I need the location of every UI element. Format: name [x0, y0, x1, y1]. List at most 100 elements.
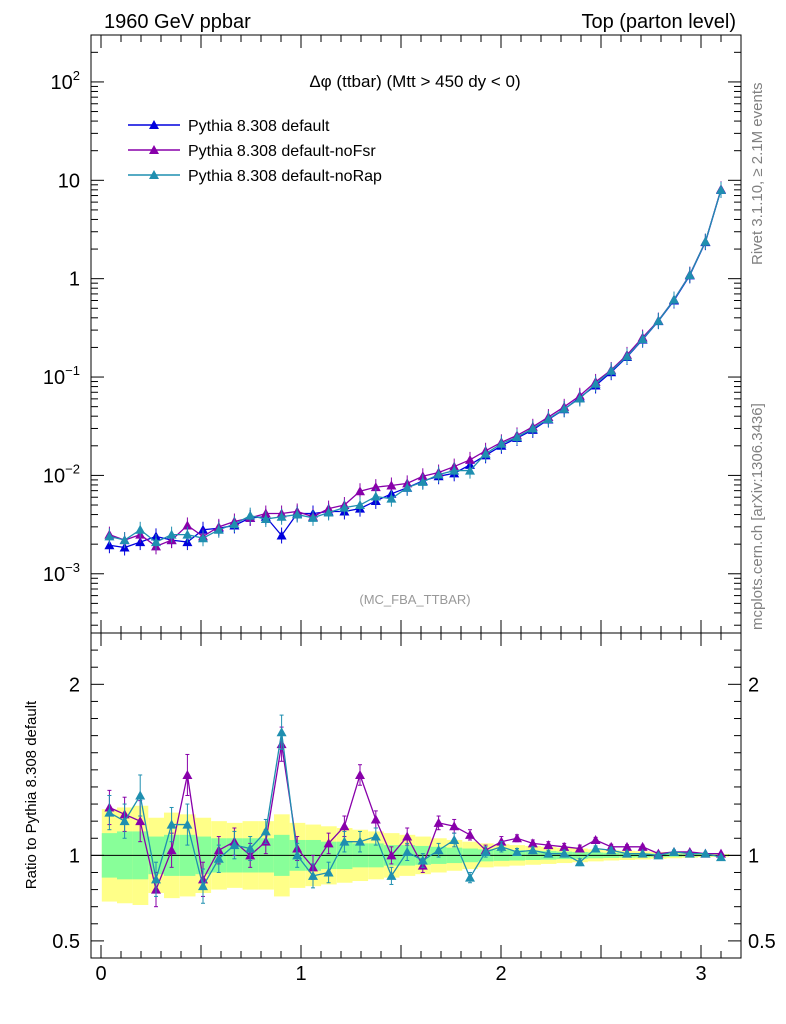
ratio-point	[417, 855, 428, 865]
ratio-point	[166, 819, 177, 829]
data-point	[355, 486, 365, 496]
y-tick-label: 1	[69, 269, 80, 291]
main-plot-title: Δφ (ttbar) (Mtt > 450 dy < 0)	[309, 72, 520, 91]
ratio-point	[323, 838, 334, 848]
y-tick-label: 0.5	[52, 931, 80, 953]
ratio-point	[339, 836, 350, 846]
ratio-point	[308, 870, 318, 880]
mcplots-label: mcplots.cern.ch [arXiv:1306.3436]	[749, 403, 766, 630]
ratio-point	[574, 843, 585, 853]
ratio-point	[355, 769, 365, 779]
ratio-point	[574, 857, 585, 867]
rivet-label: Rivet 3.1.10, ≥ 2.1M events	[749, 83, 766, 266]
data-point	[637, 334, 648, 344]
ratio-point	[182, 769, 193, 779]
x-tick-label: 3	[695, 963, 706, 985]
ratio-point	[637, 841, 648, 851]
data-point	[433, 469, 444, 479]
ratio-point	[229, 840, 240, 850]
ratio-point	[402, 846, 413, 856]
y-tick-label: 102	[51, 68, 80, 94]
y-tick-label: 10	[58, 170, 80, 192]
ratio-point	[449, 834, 460, 844]
ratio-point	[590, 843, 601, 853]
data-point	[622, 351, 632, 361]
ratio-point	[684, 848, 695, 858]
data-point	[402, 482, 413, 492]
ratio-point	[622, 841, 632, 851]
data-point	[574, 393, 585, 403]
legend-label: Pythia 8.308 default-noFsr	[188, 143, 376, 160]
data-point	[684, 269, 695, 279]
series-default	[104, 181, 726, 556]
ratio-point	[339, 821, 350, 831]
ratio-point	[480, 846, 491, 856]
data-point	[182, 520, 193, 530]
ratio-point	[323, 867, 334, 877]
ratio-plot-panel: 0.5 0.5 1 1 2 2 0 1 2 3 Ratio to Pythia 8.308 de…	[23, 632, 776, 985]
ratio-point	[606, 845, 617, 855]
ratio-point	[151, 874, 161, 884]
legend: Pythia 8.308 default Pythia 8.308 default…	[128, 118, 382, 185]
ratio-point	[543, 848, 554, 858]
data-point	[370, 491, 381, 501]
legend-label: Pythia 8.308 default	[188, 118, 330, 135]
ratio-y-axis-label: Ratio to Pythia 8.308 default	[23, 700, 40, 889]
data-point	[386, 493, 397, 503]
ratio-series-group	[104, 714, 726, 908]
y-tick-label-right: 2	[748, 674, 759, 696]
ratio-point	[527, 838, 538, 848]
ratio-point	[433, 845, 444, 855]
legend-marker	[149, 145, 159, 154]
ratio-point	[386, 850, 397, 860]
ratio-point	[260, 826, 271, 836]
main-plot-panel: Δφ (ttbar) (Mtt > 450 dy < 0) (MC_FBA_TT…	[43, 34, 742, 634]
x-tick-label: 2	[495, 963, 506, 985]
data-point	[417, 476, 428, 486]
ratio-point	[166, 845, 177, 855]
data-point	[119, 535, 130, 545]
y-tick-label: 10−1	[43, 363, 80, 389]
data-point	[496, 438, 507, 448]
data-point	[465, 465, 475, 475]
ratio-point	[245, 843, 256, 853]
ratio-point	[512, 846, 522, 856]
data-point	[527, 423, 538, 433]
data-point	[276, 530, 287, 540]
ratio-point	[559, 848, 570, 858]
data-point	[166, 529, 177, 539]
series-line	[109, 189, 722, 543]
series-line	[109, 189, 722, 549]
ratio-point	[213, 853, 224, 863]
data-point	[543, 413, 554, 423]
data-point	[465, 454, 475, 464]
data-point	[339, 502, 350, 512]
ratio-point	[465, 872, 475, 882]
ratio-point	[355, 836, 365, 846]
data-point	[559, 403, 570, 413]
ratio-point	[449, 821, 460, 831]
ratio-line	[109, 732, 722, 888]
series-line	[109, 189, 722, 548]
data-point	[182, 529, 193, 539]
ratio-y-axis: 0.5 0.5 1 1 2 2	[52, 649, 776, 953]
main-x-axis-ticks	[100, 35, 722, 633]
ratio-point	[527, 845, 538, 855]
ratio-point	[104, 807, 115, 817]
data-point	[590, 378, 601, 388]
ratio-point	[716, 852, 726, 862]
ratio-point	[512, 833, 522, 843]
ratio-point	[433, 817, 444, 827]
x-tick-label: 1	[295, 963, 306, 985]
ratio-point	[119, 816, 130, 826]
data-point	[229, 519, 240, 529]
y-tick-label: 10−3	[43, 560, 80, 586]
data-point	[135, 524, 146, 534]
ratio-point	[637, 848, 648, 858]
data-point	[480, 448, 491, 458]
main-y-axis: 10−3 10−2 10−1 1 10 102	[43, 34, 741, 626]
ratio-point	[465, 829, 475, 839]
ratio-series-noRap	[104, 714, 726, 904]
data-point	[308, 512, 318, 522]
